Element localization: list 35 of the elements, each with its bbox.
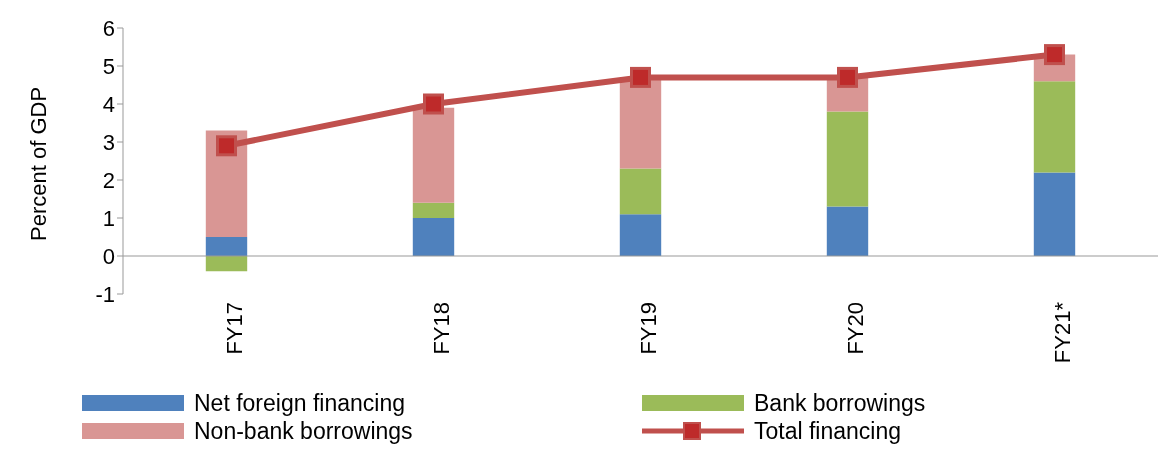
x-tick-label: FY21* <box>1050 301 1076 364</box>
y-tick-label: 5 <box>102 53 115 79</box>
point <box>837 66 858 88</box>
bar <box>412 202 455 218</box>
y-tick-label: 2 <box>102 167 115 193</box>
legend-label: Net foreign financing <box>194 389 405 417</box>
bar <box>412 218 455 256</box>
bar <box>826 111 869 207</box>
y-tick-label: 1 <box>102 205 115 231</box>
bar <box>1033 81 1076 173</box>
legend-label: Total financing <box>754 417 902 445</box>
legend-label: Bank borrowings <box>754 389 926 417</box>
point <box>216 135 237 157</box>
x-tick-label: FY17 <box>222 302 248 355</box>
bar <box>619 77 662 169</box>
bar <box>205 256 248 272</box>
x-tick-label: FY18 <box>429 302 455 355</box>
y-tick-label: 0 <box>102 243 115 269</box>
bar <box>412 107 455 203</box>
x-tick-label: FY20 <box>843 302 869 355</box>
y-tick-label: 6 <box>102 15 115 41</box>
y-tick-label: 4 <box>102 91 115 117</box>
y-axis-title: Percent of GDP <box>25 86 51 241</box>
bar <box>619 214 662 256</box>
bar <box>1033 172 1076 256</box>
bar <box>826 206 869 256</box>
bar <box>619 168 662 215</box>
y-tick-label: 3 <box>102 129 115 155</box>
point <box>423 93 444 115</box>
legend-label: Non-bank borrowings <box>194 417 413 445</box>
bar <box>205 237 248 256</box>
x-tick-label: FY19 <box>636 302 662 355</box>
point <box>1044 44 1065 66</box>
point <box>630 66 651 88</box>
y-tick-label: -1 <box>95 281 115 307</box>
